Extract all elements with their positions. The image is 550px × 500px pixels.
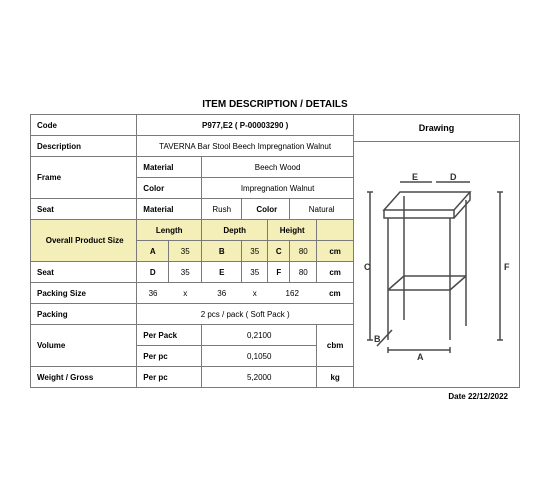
packing-label: Packing <box>31 304 137 325</box>
unit-cm-1: cm <box>317 241 353 262</box>
svg-text:E: E <box>412 172 418 182</box>
row-packing-size: Packing Size 36 x 36 x 162 cm <box>31 283 353 304</box>
date-label: Date 22/12/2022 <box>30 388 520 401</box>
x1: x <box>169 283 202 304</box>
svg-text:D: D <box>450 172 457 182</box>
row-weight: Weight / Gross Per pc 5,2000 kg <box>31 367 353 388</box>
dim-e: E <box>202 262 242 283</box>
row-seat: Seat Material Rush Color Natural <box>31 199 353 220</box>
seat-label: Seat <box>31 199 137 220</box>
ps2: 36 <box>202 283 242 304</box>
volume-label: Volume <box>31 325 137 367</box>
seat-color-label: Color <box>242 199 290 220</box>
frame-label: Frame <box>31 157 137 199</box>
dim-f-val: 80 <box>290 262 317 283</box>
per-pc-label-2: Per pc <box>137 367 202 388</box>
ps3: 162 <box>268 283 317 304</box>
dim-d-val: 35 <box>169 262 202 283</box>
outer-frame: Code P977,E2 ( P-00003290 ) Description … <box>30 114 520 388</box>
drawing-label: Drawing <box>354 115 519 142</box>
drawing-body: C F A B E D <box>354 142 519 387</box>
dim-c: C <box>268 241 290 262</box>
color-label: Color <box>137 178 202 199</box>
row-packing: Packing 2 pcs / pack ( Soft Pack ) <box>31 304 353 325</box>
unit-kg: kg <box>317 367 353 388</box>
vol-pack: 0,2100 <box>202 325 317 346</box>
row-code: Code P977,E2 ( P-00003290 ) <box>31 115 353 136</box>
seat-color: Natural <box>290 199 353 220</box>
frame-color: Impregnation Walnut <box>202 178 353 199</box>
packing-value: 2 pcs / pack ( Soft Pack ) <box>137 304 353 325</box>
frame-material: Beech Wood <box>202 157 353 178</box>
row-size-headers: Overall Product Size Length Depth Height <box>31 220 353 241</box>
packing-size-label: Packing Size <box>31 283 137 304</box>
dim-b-val: 35 <box>242 241 268 262</box>
unit-cm-2: cm <box>317 262 353 283</box>
spec-table-region: Code P977,E2 ( P-00003290 ) Description … <box>31 115 354 387</box>
seat-material-label: Material <box>137 199 202 220</box>
weight-pc: 5,2000 <box>202 367 317 388</box>
dim-e-val: 35 <box>242 262 268 283</box>
desc-label: Description <box>31 136 137 157</box>
svg-text:F: F <box>504 262 510 272</box>
ps1: 36 <box>137 283 169 304</box>
svg-text:B: B <box>374 334 381 344</box>
stool-drawing: C F A B E D <box>362 170 512 360</box>
svg-text:A: A <box>417 352 424 360</box>
vol-pc: 0,1050 <box>202 346 317 367</box>
per-pc-label-1: Per pc <box>137 346 202 367</box>
row-frame-material: Frame Material Beech Wood <box>31 157 353 178</box>
length-label: Length <box>137 220 202 241</box>
unit-cbm: cbm <box>317 325 353 367</box>
depth-label: Depth <box>202 220 268 241</box>
row-description: Description TAVERNA Bar Stool Beech Impr… <box>31 136 353 157</box>
seat-material: Rush <box>202 199 242 220</box>
unit-cm-3: cm <box>317 283 353 304</box>
dim-a: A <box>137 241 169 262</box>
code-label: Code <box>31 115 137 136</box>
dim-f: F <box>268 262 290 283</box>
height-label: Height <box>268 220 317 241</box>
dim-d: D <box>137 262 169 283</box>
dim-b: B <box>202 241 242 262</box>
row-vol-pack: Volume Per Pack 0,2100 cbm <box>31 325 353 346</box>
desc-value: TAVERNA Bar Stool Beech Impregnation Wal… <box>137 136 353 157</box>
per-pack-label: Per Pack <box>137 325 202 346</box>
weight-label: Weight / Gross <box>31 367 137 388</box>
code-value: P977,E2 ( P-00003290 ) <box>137 115 353 136</box>
sheet-title: ITEM DESCRIPTION / DETAILS <box>30 99 520 110</box>
spec-table: Code P977,E2 ( P-00003290 ) Description … <box>31 115 353 387</box>
overall-label: Overall Product Size <box>31 220 137 262</box>
svg-text:C: C <box>364 262 371 272</box>
material-label: Material <box>137 157 202 178</box>
blank-unit-1 <box>317 220 353 241</box>
seat-row-label: Seat <box>31 262 137 283</box>
row-def: Seat D 35 E 35 F 80 cm <box>31 262 353 283</box>
spec-sheet: ITEM DESCRIPTION / DETAILS Code P977,E2 … <box>30 99 520 401</box>
x2: x <box>242 283 268 304</box>
dim-a-val: 35 <box>169 241 202 262</box>
drawing-region: Drawing <box>354 115 519 387</box>
dim-c-val: 80 <box>290 241 317 262</box>
